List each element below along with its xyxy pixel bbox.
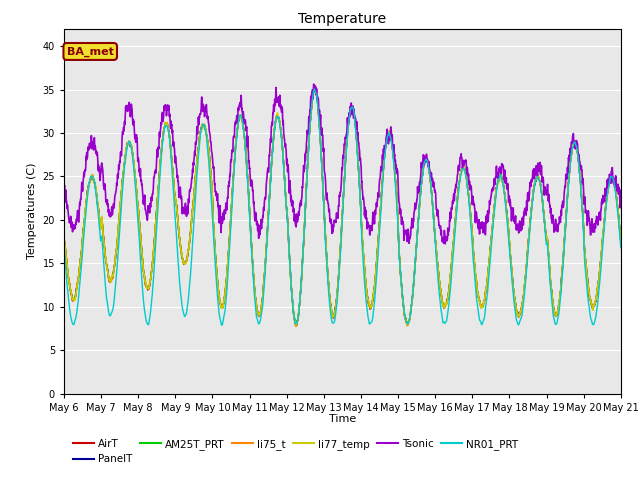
Title: Temperature: Temperature bbox=[298, 12, 387, 26]
li75_t bbox=[371, 278, 379, 284]
NR01_PRT bbox=[60, 247, 68, 252]
PanelT bbox=[60, 238, 68, 243]
NR01_PRT bbox=[359, 254, 367, 260]
li77_temp bbox=[359, 242, 367, 248]
AirT bbox=[505, 228, 513, 234]
AirT bbox=[60, 236, 68, 242]
li77_temp bbox=[292, 323, 300, 328]
PanelT bbox=[359, 245, 367, 251]
li75_t bbox=[60, 235, 68, 241]
Tsonic bbox=[310, 81, 317, 87]
Tsonic bbox=[584, 218, 591, 224]
AirT bbox=[311, 86, 319, 92]
AirT bbox=[584, 277, 591, 283]
PanelT bbox=[568, 147, 576, 153]
Legend: AirT, PanelT, AM25T_PRT, li75_t, li77_temp, Tsonic, NR01_PRT: AirT, PanelT, AM25T_PRT, li75_t, li77_te… bbox=[69, 435, 522, 468]
li77_temp bbox=[584, 279, 591, 285]
Line: AM25T_PRT: AM25T_PRT bbox=[64, 91, 621, 325]
PanelT bbox=[292, 323, 300, 328]
li75_t bbox=[216, 297, 223, 303]
li75_t bbox=[568, 145, 576, 151]
PanelT bbox=[216, 295, 223, 301]
Tsonic bbox=[216, 220, 223, 226]
AM25T_PRT bbox=[584, 277, 591, 283]
AirT bbox=[216, 294, 223, 300]
li75_t bbox=[359, 244, 367, 250]
li77_temp bbox=[310, 87, 317, 93]
AM25T_PRT bbox=[371, 281, 379, 287]
NR01_PRT bbox=[216, 312, 223, 317]
Line: NR01_PRT: NR01_PRT bbox=[64, 89, 621, 325]
PanelT bbox=[505, 229, 513, 235]
AirT bbox=[617, 236, 625, 241]
li77_temp bbox=[568, 145, 576, 151]
Line: li75_t: li75_t bbox=[64, 89, 621, 326]
NR01_PRT bbox=[218, 323, 226, 328]
NR01_PRT bbox=[310, 86, 318, 92]
AM25T_PRT bbox=[216, 294, 223, 300]
AM25T_PRT bbox=[60, 236, 68, 241]
X-axis label: Time: Time bbox=[329, 414, 356, 424]
Line: li77_temp: li77_temp bbox=[64, 90, 621, 325]
AM25T_PRT bbox=[617, 237, 625, 243]
Tsonic bbox=[505, 200, 513, 205]
NR01_PRT bbox=[371, 292, 379, 298]
Line: PanelT: PanelT bbox=[64, 90, 621, 325]
Tsonic bbox=[371, 215, 379, 221]
Tsonic bbox=[442, 241, 449, 247]
NR01_PRT bbox=[617, 245, 625, 251]
Line: AirT: AirT bbox=[64, 89, 621, 325]
Tsonic bbox=[568, 140, 576, 146]
li75_t bbox=[292, 324, 300, 329]
AM25T_PRT bbox=[359, 240, 367, 246]
Text: BA_met: BA_met bbox=[67, 47, 114, 57]
AM25T_PRT bbox=[505, 228, 513, 234]
li75_t bbox=[584, 278, 591, 284]
AirT bbox=[292, 322, 300, 328]
AirT bbox=[568, 146, 576, 152]
Y-axis label: Temperatures (C): Temperatures (C) bbox=[27, 163, 37, 260]
li77_temp bbox=[371, 279, 379, 285]
li75_t bbox=[617, 237, 625, 243]
Tsonic bbox=[617, 187, 625, 193]
PanelT bbox=[371, 279, 379, 285]
li77_temp bbox=[617, 239, 625, 244]
Tsonic bbox=[60, 188, 68, 193]
NR01_PRT bbox=[505, 236, 513, 242]
li75_t bbox=[505, 228, 513, 233]
PanelT bbox=[617, 238, 625, 244]
li75_t bbox=[310, 86, 318, 92]
AirT bbox=[371, 279, 379, 285]
AM25T_PRT bbox=[568, 144, 576, 150]
Tsonic bbox=[359, 190, 367, 196]
NR01_PRT bbox=[568, 146, 576, 152]
li77_temp bbox=[505, 228, 513, 234]
Line: Tsonic: Tsonic bbox=[64, 84, 621, 244]
PanelT bbox=[311, 87, 319, 93]
NR01_PRT bbox=[584, 291, 591, 297]
li77_temp bbox=[216, 295, 223, 301]
AM25T_PRT bbox=[311, 88, 319, 94]
AM25T_PRT bbox=[403, 323, 411, 328]
PanelT bbox=[584, 276, 591, 282]
li77_temp bbox=[60, 237, 68, 243]
AirT bbox=[359, 245, 367, 251]
